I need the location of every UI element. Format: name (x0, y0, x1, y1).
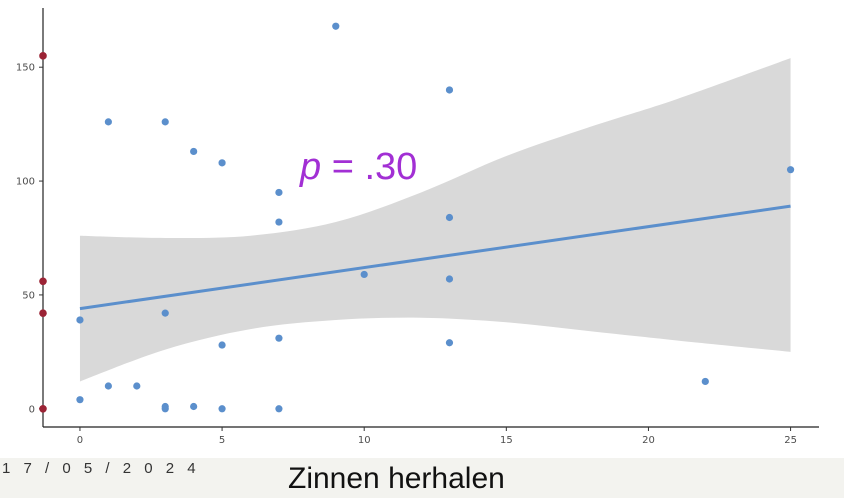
y-tick-label: 100 (16, 177, 35, 188)
x-tick-label: 25 (784, 435, 797, 446)
slide-date: 1 7 / 0 5 / 2 0 2 4 (2, 460, 201, 477)
data-point (104, 382, 112, 390)
data-point (275, 218, 283, 226)
data-point (161, 402, 169, 411)
marginal-point (39, 277, 47, 286)
data-point (275, 188, 283, 197)
data-point (445, 86, 454, 94)
regression-line (79, 204, 791, 311)
y-tick-label: 50 (22, 290, 35, 301)
data-point (76, 396, 84, 404)
data-point (332, 22, 340, 30)
marginal-point (39, 309, 47, 317)
data-point (218, 159, 226, 167)
data-point (445, 339, 454, 347)
data-point (445, 275, 454, 283)
data-point (190, 147, 198, 156)
marginal-points-layer (39, 52, 47, 413)
data-point (445, 213, 454, 222)
data-point (786, 166, 795, 174)
data-point (161, 118, 169, 126)
scatter-chart: 0 5 10 15 20 25 0 50 100 150 (16, 8, 819, 446)
data-point (190, 402, 198, 411)
data-point (701, 377, 709, 386)
confidence-band (79, 58, 791, 382)
x-tick-label: 15 (500, 435, 513, 446)
x-tick-label: 0 (77, 435, 83, 446)
data-point (76, 316, 84, 324)
y-tick-label: 150 (16, 63, 35, 74)
p-symbol: p (300, 146, 322, 188)
data-point (275, 405, 283, 413)
data-point (161, 309, 169, 317)
marginal-point (39, 52, 47, 60)
y-tick-label: 0 (29, 404, 35, 415)
x-tick-label: 10 (358, 435, 371, 446)
p-value-annotation: p = .30 (300, 146, 417, 189)
data-point (275, 334, 283, 342)
axes-layer: 0 5 10 15 20 25 0 50 100 150 (16, 8, 819, 446)
x-tick-label: 5 (219, 435, 225, 446)
confidence-band-layer (79, 58, 791, 382)
data-point (104, 118, 112, 126)
data-point (218, 341, 226, 349)
points-layer (76, 22, 795, 413)
p-value-text: = .30 (321, 146, 418, 188)
marginal-point (39, 404, 47, 413)
x-axis-title: Zinnen herhalen (288, 462, 505, 495)
fit-line-layer (79, 204, 791, 311)
data-point (218, 405, 226, 413)
data-point (360, 270, 368, 279)
x-tick-label: 20 (642, 435, 655, 446)
data-point (133, 382, 141, 390)
